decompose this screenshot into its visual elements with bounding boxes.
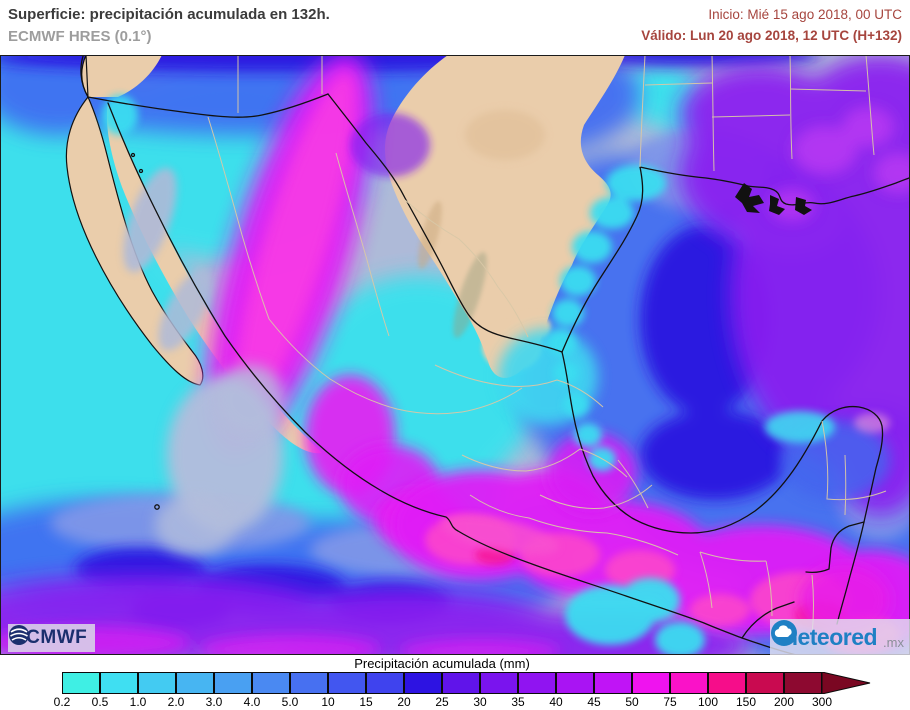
legend-cell [670,672,708,694]
land-baja-california [65,55,204,386]
legend-tick-label: 200 [773,695,795,709]
legend-tick-label: 10 [321,695,335,709]
legend-cell [290,672,328,694]
legend-cell [784,672,822,694]
legend-tick-label: 4.0 [243,695,261,709]
legend-tick-label: 40 [549,695,563,709]
legend-tick-label: 0.2 [53,695,71,709]
coastal-cyan-strips [102,95,705,655]
legend-cell [442,672,480,694]
legend-tick-label: 30 [473,695,487,709]
legend-tick-label: 5.0 [281,695,299,709]
legend-tick-label: 100 [697,695,719,709]
legend-tick-label: 150 [735,695,757,709]
border-guatemala [741,601,795,639]
legend-tick-label: 1.0 [129,695,147,709]
coast-us-pacific [80,55,89,98]
legend-cell [480,672,518,694]
legend-cell [176,672,214,694]
legend-tick-label: 25 [435,695,449,709]
legend-cell [708,672,746,694]
legend-tick-label: 300 [811,695,833,709]
legend-cell [100,672,138,694]
legend-cell [556,672,594,694]
ecmwf-logo: ECMWF [8,624,96,652]
coastlines [80,55,910,655]
legend-tick-label: 20 [397,695,411,709]
meteored-logo: meteored .mx [769,619,910,655]
legend-cell [518,672,556,694]
legend-tick-label: 75 [663,695,677,709]
legend-tick-label: 15 [359,695,373,709]
legend-cell [632,672,670,694]
yucatan-precip [765,411,890,635]
coast-louisiana [639,166,910,206]
gulf-island-2 [138,168,144,174]
map-canvas: ECMWF meteored .mx [0,55,910,655]
meteored-logo-tld: .mx [883,635,904,650]
legend-arrow [822,672,871,694]
legend-cell [746,672,784,694]
model-subtitle: ECMWF HRES (0.1°) [8,27,152,45]
state-borders [207,55,887,636]
meteored-cloud-icon [770,620,797,646]
legend-cell [404,672,442,694]
legend-cell [366,672,404,694]
valid-datetime: Válido: Lun 20 ago 2018, 12 UTC (H+132) [641,28,902,44]
legend-cell [62,672,100,694]
sierra-madre-magenta-ridge [207,55,465,550]
map-title: Superficie: precipitación acumulada en 1… [8,6,330,23]
land-texas-ne-mexico [385,55,625,378]
legend-cell [328,672,366,694]
legend-tick-label: 50 [625,695,639,709]
legend-cell [138,672,176,694]
legend-cell [214,672,252,694]
init-datetime: Inicio: Mié 15 ago 2018, 00 UTC [708,7,902,22]
border-us-mexico [87,93,329,118]
map-header: Superficie: precipitación acumulada en 1… [0,0,910,55]
header-left: Superficie: precipitación acumulada en 1… [8,6,330,45]
legend-tick-label: 3.0 [205,695,223,709]
legend-tick-label: 35 [511,695,525,709]
land-us-west-strip [81,55,162,97]
coast-pacific-mexico [107,102,799,655]
legend-tick-label: 0.5 [91,695,109,709]
islas-marias [154,504,160,510]
gulf-island-1 [130,152,136,158]
legend-tick-label: 2.0 [167,695,185,709]
border-rio-grande [327,93,563,353]
legend: Precipitación acumulada (mm) 0.2 0.5 1.0 2.… [0,655,910,710]
header-right: Inicio: Mié 15 ago 2018, 00 UTC Válido: … [641,7,902,43]
precipitation-map-svg [0,55,910,655]
coast-texas [561,166,644,353]
legend-tick-label: 45 [587,695,601,709]
legend-arrow-shape [822,672,871,694]
ecmwf-globe-icon [9,625,29,645]
pale-ocean-patches [123,167,285,555]
mississippi-delta [735,183,812,215]
border-belize [805,521,865,574]
ecmwf-logo-label: ECMWF [13,627,88,648]
legend-cell [252,672,290,694]
legend-title: Precipitación acumulada (mm) [354,656,530,671]
coast-gulf-mexico-yucatan [561,351,884,625]
legend-labels: 0.2 0.5 1.0 2.0 3.0 4.0 5.0 10 15 20 25 30 35 40 45 50 7… [0,695,910,710]
legend-cell [594,672,632,694]
